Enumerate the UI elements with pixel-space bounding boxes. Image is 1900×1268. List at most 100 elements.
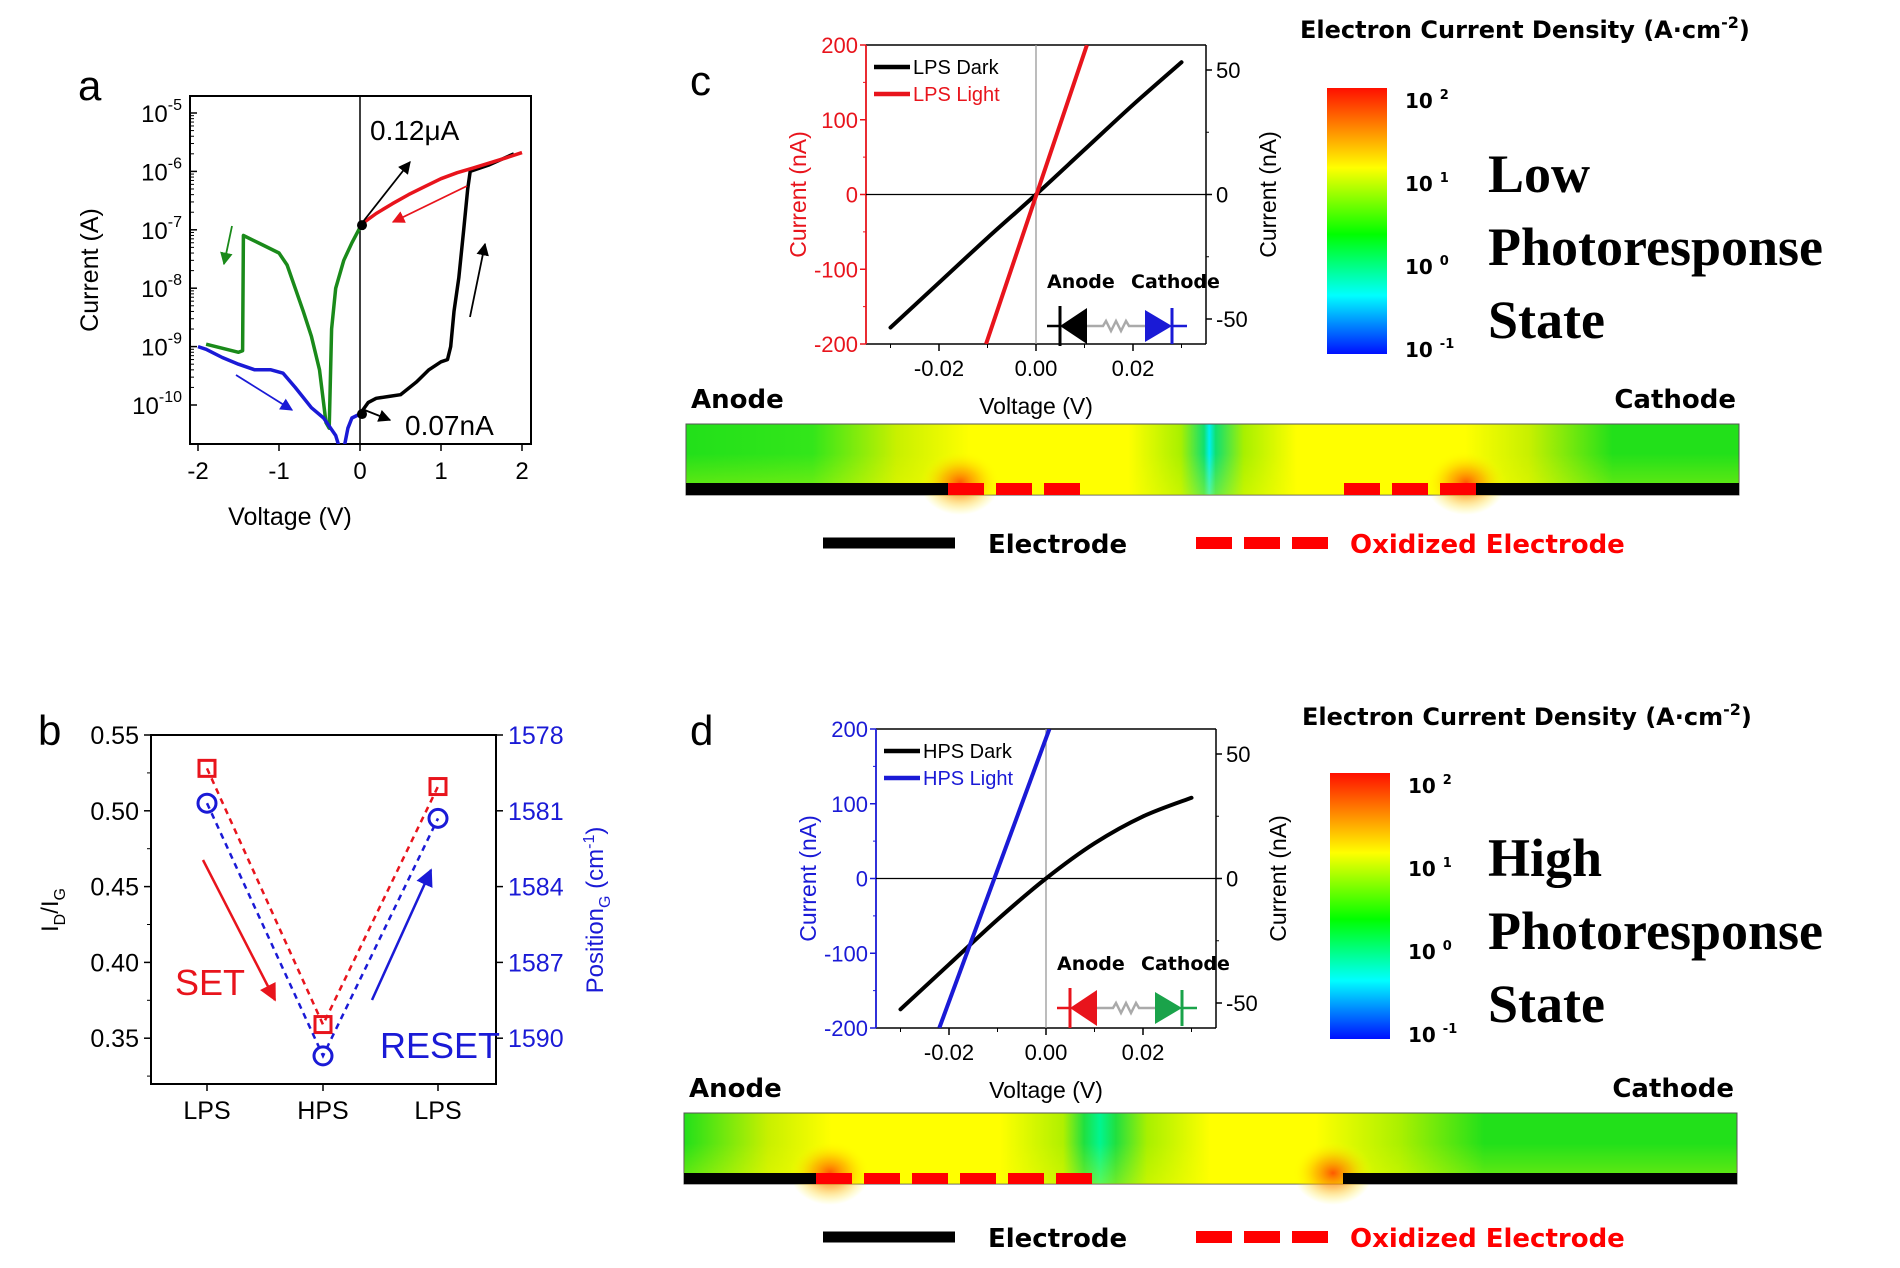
panel-a-y-label: Current (A) [76,208,104,332]
x-tick-label: -1 [268,458,289,485]
state-label-line-1: Photoresponse [1488,901,1823,961]
colorbar-tick-base: 10 [1408,857,1443,881]
left-y-tick-label: -100 [824,941,868,966]
annotation-0-07nA: 0.07nA [405,410,494,441]
resistor-icon [1087,318,1145,334]
anode-electrode [684,1173,816,1184]
y-tick-label: 10-6 [141,155,182,186]
x-tick-label: 1 [434,458,447,485]
cathode-electrode [1476,483,1739,495]
x-tick-label: 0 [353,458,366,485]
panel-a-y-ticks: 10-510-610-710-810-910-10 [132,97,197,420]
colorbar-title-end: ) [1741,703,1752,731]
x-tick-label: LPS [183,1097,230,1125]
anode-electrode [686,483,948,495]
colorbar-tick-exp: 2 [1440,88,1449,103]
colorbar-tick-exp: 0 [1440,254,1449,269]
colorbar-tick-base: 10 [1408,774,1443,798]
left-y-tick-label: 200 [831,717,868,742]
oxidized-segment-right [1344,483,1380,495]
y-tick-label: 10-8 [141,272,182,303]
right-y-tick-label: 1590 [508,1025,564,1053]
y-tick-exp: -7 [168,214,182,231]
colorbar-tick-base: 10 [1405,255,1440,279]
cathode-electrode [1343,1173,1737,1184]
colorbar-tick-base: 10 [1408,940,1443,964]
panel-a-series [197,150,523,444]
inset-cathode-label: Cathode [1141,953,1230,975]
oxidized-segment-left [1056,1173,1092,1184]
x-tick-label: LPS [414,1097,461,1125]
square-marker [313,1015,333,1035]
colorbar-tick-exp: -1 [1443,1022,1457,1037]
state-label-line-0: High [1488,828,1602,888]
panel-c-chart: 200 100 0 -100 -200 50 0 -50 -0.02 0.00 0.02 Voltag… [785,33,1281,419]
x-tick-label: -0.02 [924,1040,974,1065]
arrow-to-0-12uA [361,161,411,224]
left-y-tick-label: 0.50 [90,798,139,826]
left-y-tick-label: 0 [856,867,868,892]
panel-a-chart: 10-510-610-710-810-910-10 -2 -1 0 1 2 Voltag… [76,95,532,531]
series-line-1 [984,45,1089,344]
legend-label-0: LPS Dark [913,57,1000,79]
colorbar-tick-label: 10 1 [1405,171,1449,196]
electrode-legend-label: Electrode [988,1224,1127,1254]
y-tick-base: 10 [141,335,168,362]
right-y-tick-label: 1584 [508,874,564,902]
resistor-icon [1097,1000,1155,1016]
y-tick-base: 10 [141,276,168,303]
right-y-tick-label: 1587 [508,949,564,977]
x-tick-label: 2 [515,458,528,485]
colorbar-title: Electron Current Density (A·cm [1300,16,1721,44]
cathode-label: Cathode [1612,1074,1734,1104]
y-tick-exp: -9 [168,331,182,348]
colorbar [1330,773,1390,1039]
square-marker [428,777,448,797]
panel-b-series [196,758,449,1067]
series-dashed-line-0 [205,767,440,1028]
state-label-line-1: Photoresponse [1488,217,1823,277]
left-y-tick-label: 0.55 [90,722,139,750]
inset-anode-label: Anode [1047,271,1115,293]
red-sweep-arrow [391,185,468,223]
oxidized-legend-swatch [1292,537,1328,549]
colorbar-tick-label: 10 -1 [1405,337,1454,362]
colorbar-tick-label: 10 0 [1408,939,1452,964]
colorbar-title-sup: -2 [1721,13,1739,32]
left-y-tick-label: 100 [831,792,868,817]
colorbar-tick-label: 10 0 [1405,254,1449,279]
y-tick-exp: -8 [168,272,182,289]
cathode-diode-icon [1145,310,1172,342]
colorbar-tick-label: 10 2 [1405,88,1449,113]
right-y-tick-label: 0 [1216,183,1228,208]
left-y-tick-label: 0.35 [90,1025,139,1053]
y-tick-exp: -5 [168,97,182,114]
panel-b-chart: 0.55 0.50 0.45 0.40 0.35 1578 1581 1584 1587 1590… [37,722,614,1125]
oxidized-legend-swatch [1196,1231,1232,1243]
legend-label-1: HPS Light [923,768,1013,790]
reset-arrow [370,868,433,1001]
blue-sweep-arrow [235,374,294,411]
circle-marker [427,807,449,829]
colorbar-tick-base: 10 [1405,338,1440,362]
left-y-tick-label: 200 [821,33,858,58]
colorbar-tick-base: 10 [1405,89,1440,113]
colorbar-title: Electron Current Density (A·cm-2) [1300,13,1750,44]
panel-a-x-ticks: -2 -1 0 1 2 [187,444,529,485]
state-label-line-2: State [1488,974,1605,1034]
oxidized-segment-left [912,1173,948,1184]
left-y-tick-label: 0.40 [90,949,139,977]
y-tick-label: 10-7 [141,214,182,245]
circle-marker [312,1045,334,1067]
colorbar-tick-exp: 1 [1443,856,1452,871]
colorbar-tick-exp: -1 [1440,337,1454,352]
right-y-tick-label: 50 [1216,58,1240,83]
right-y-tick-label: 50 [1226,742,1250,767]
colorbar-title: Electron Current Density (A·cm-2) [1302,700,1752,731]
x-axis-label: Voltage (V) [979,393,1093,419]
y-tick-exp: -10 [159,389,182,406]
colorbar-tick-base: 10 [1405,172,1440,196]
panel-label-a: a [78,62,102,109]
x-tick-label: 0.02 [1122,1040,1165,1065]
